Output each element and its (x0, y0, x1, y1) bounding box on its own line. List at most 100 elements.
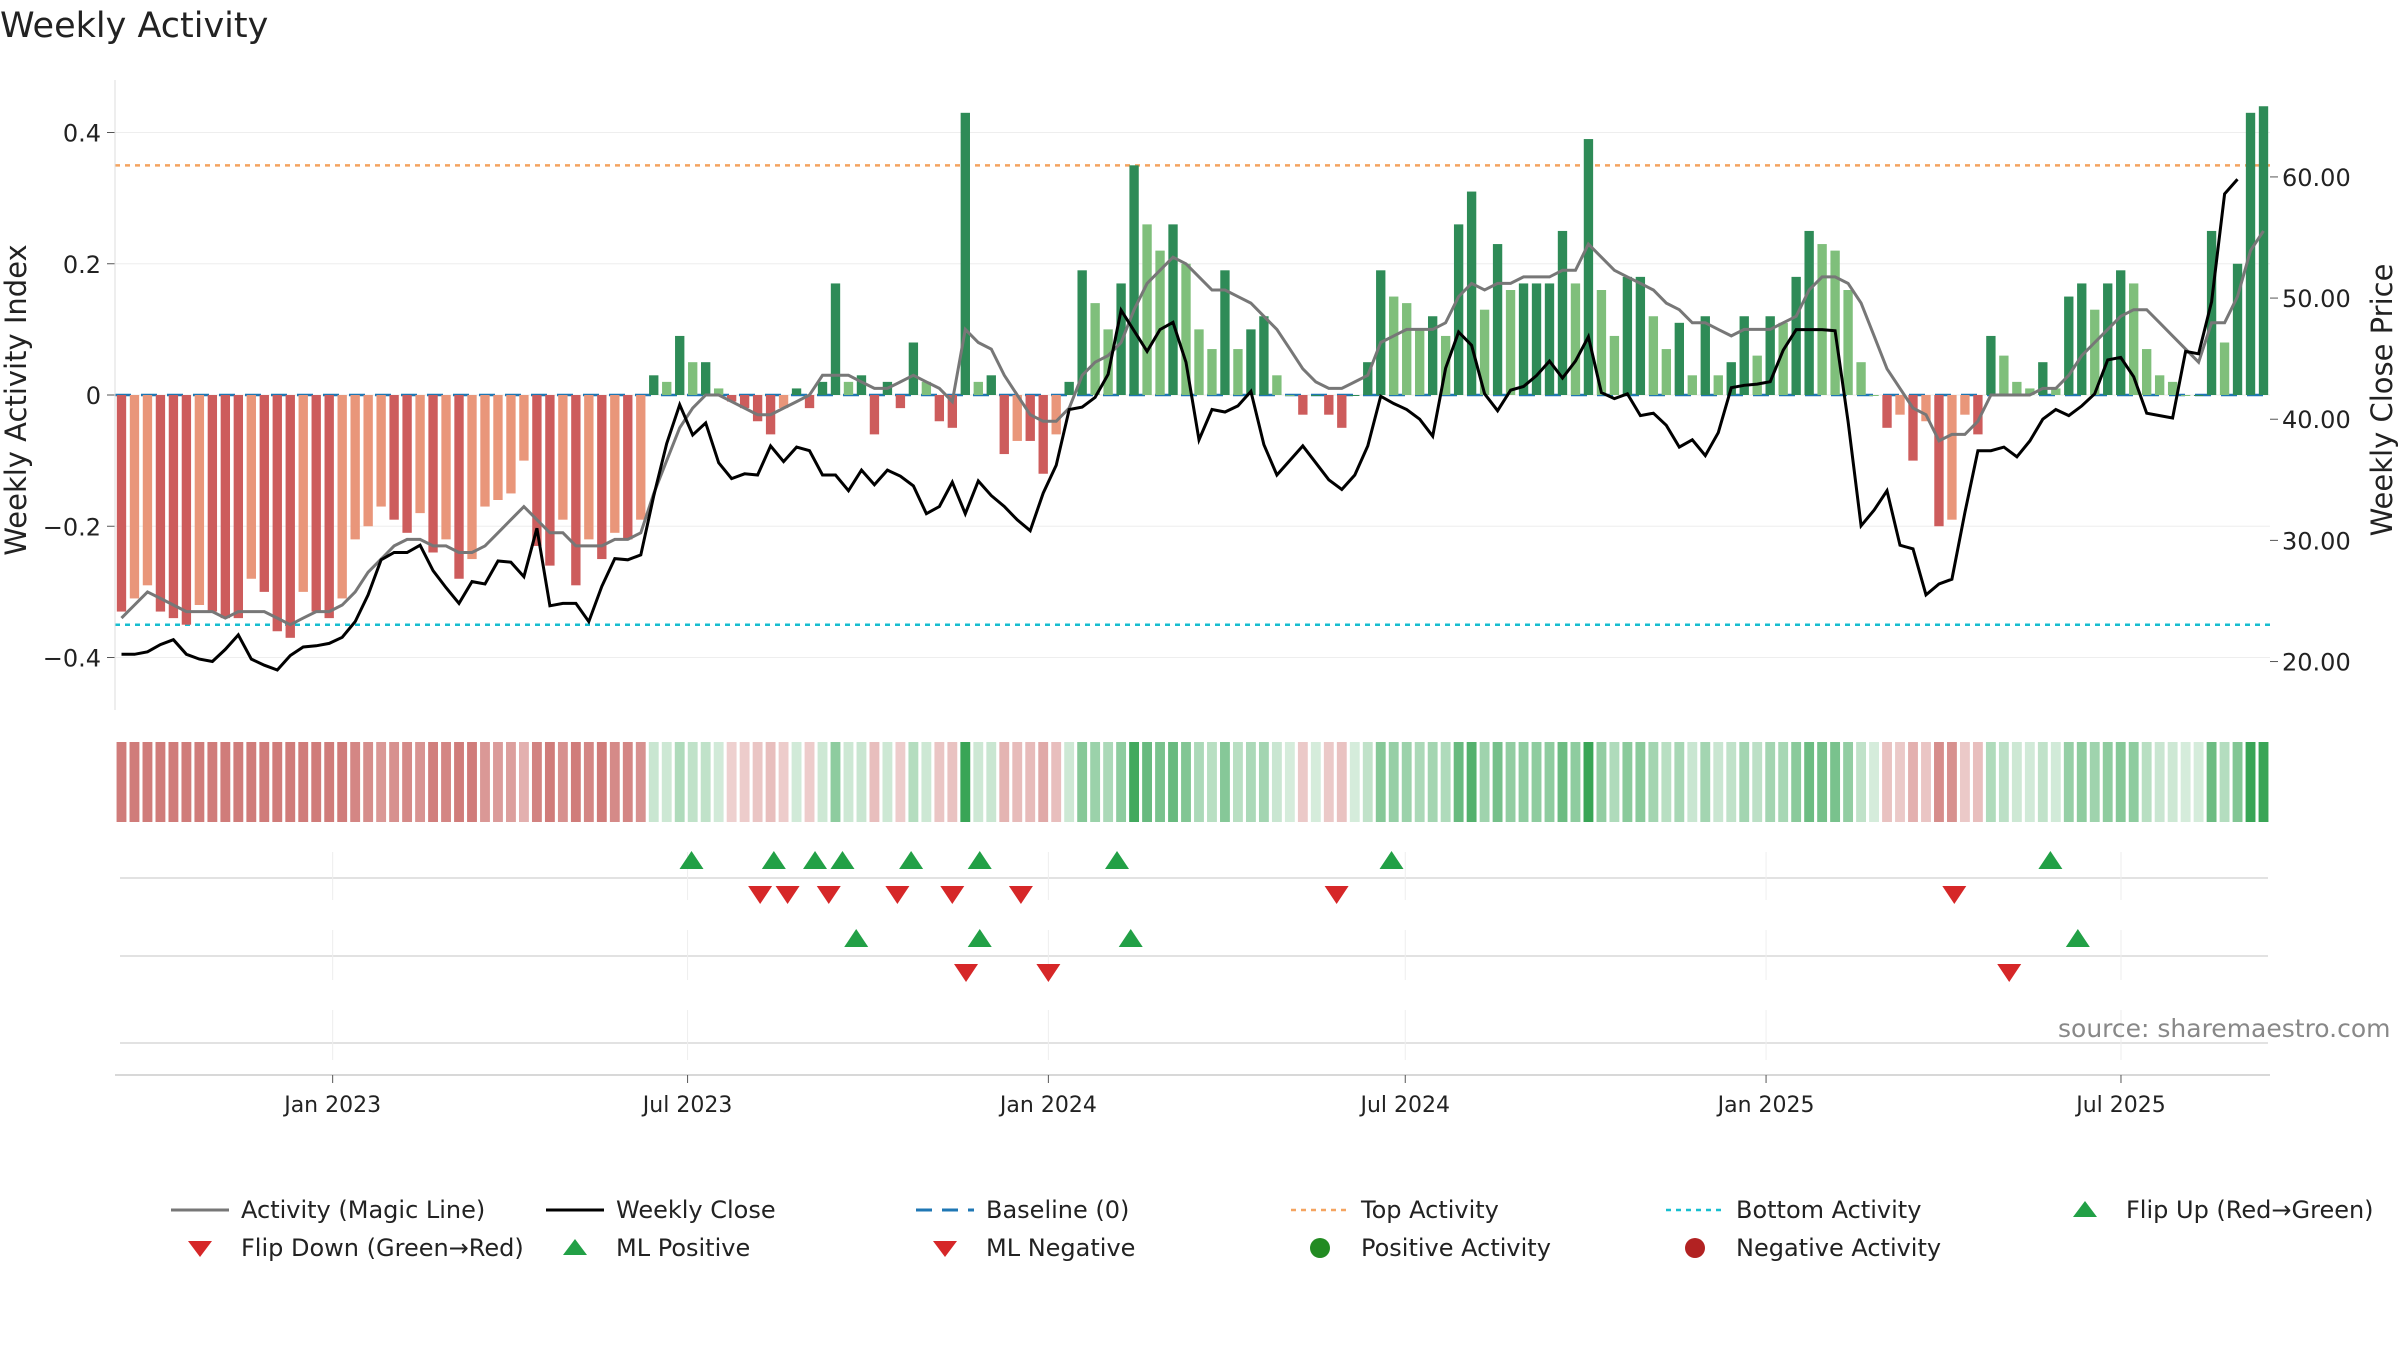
activity-bar (208, 395, 217, 612)
activity-bar (1856, 362, 1865, 395)
heat-cell (1064, 742, 1074, 822)
source-credit: source: sharemaestro.com (2058, 1014, 2391, 1043)
activity-bar (1311, 395, 1320, 396)
heat-cell (1389, 742, 1399, 822)
x-tick-label: Jul 2025 (2074, 1093, 2166, 1118)
activity-bar (182, 395, 191, 625)
heat-cell (441, 742, 451, 822)
activity-bar (130, 395, 139, 598)
heat-cell (766, 742, 776, 822)
heat-cell (1493, 742, 1503, 822)
legend-label: Negative Activity (1736, 1234, 1941, 1262)
heat-cell (1986, 742, 1996, 822)
legend-symbol (165, 1195, 235, 1225)
x-tick-label: Jan 2023 (282, 1093, 381, 1118)
legend-symbol (910, 1195, 980, 1225)
heat-cell (1765, 742, 1775, 822)
legend-item: Negative Activity (1660, 1233, 1941, 1263)
axes: 0.40.20−0.2−0.460.0050.0040.0030.0020.00… (0, 80, 2399, 1118)
legend-symbol (540, 1233, 610, 1263)
flip-down-marker (748, 886, 772, 904)
activity-bar (338, 395, 347, 598)
activity-bar (1610, 336, 1619, 395)
activity-bar (428, 395, 437, 553)
flip-up-marker (1105, 851, 1129, 869)
heat-cell (1843, 742, 1853, 822)
activity-bar (143, 395, 152, 585)
x-tick-label: Jul 2024 (1358, 1093, 1450, 1118)
heat-cell (688, 742, 698, 822)
legend-label: Top Activity (1361, 1196, 1499, 1224)
heat-cell (2181, 742, 2191, 822)
legend-item: Positive Activity (1285, 1233, 1551, 1263)
activity-bar (1649, 316, 1658, 395)
heat-cell (117, 742, 127, 822)
heat-cell (1778, 742, 1788, 822)
activity-bar (195, 395, 204, 605)
heat-cell (818, 742, 828, 822)
heat-cell (882, 742, 892, 822)
heat-cell (1700, 742, 1710, 822)
activity-bar (1753, 356, 1762, 395)
activity-bar (1882, 395, 1891, 428)
activity-bar (2103, 283, 2112, 395)
heat-cell (350, 742, 360, 822)
flip-down-marker (940, 886, 964, 904)
legend-item: Flip Up (Red→Green) (2050, 1195, 2374, 1225)
activity-bar (935, 395, 944, 421)
flip-up-marker (762, 851, 786, 869)
heat-cell (1947, 742, 1957, 822)
heat-cell (1545, 742, 1555, 822)
y-tick-label: −0.4 (43, 645, 101, 673)
activity-bar (974, 382, 983, 395)
heat-cell (1285, 742, 1295, 822)
heat-cell (1999, 742, 2009, 822)
activity-bar (1285, 395, 1294, 396)
heat-cell (130, 742, 140, 822)
heat-cell (467, 742, 477, 822)
legend-label: Baseline (0) (986, 1196, 1129, 1224)
ml-negative-marker (1036, 964, 1060, 982)
heat-cell (662, 742, 672, 822)
heat-cell (1856, 742, 1866, 822)
heat-cell (584, 742, 594, 822)
heat-cell (1038, 742, 1048, 822)
activity-bar (1402, 303, 1411, 395)
heat-cell (1467, 742, 1477, 822)
activity-bar (818, 382, 827, 395)
heat-cell (143, 742, 153, 822)
activity-bar (260, 395, 269, 592)
heat-cell (1337, 742, 1347, 822)
heat-cell (675, 742, 685, 822)
activity-bar (545, 395, 554, 566)
heat-cell (1428, 742, 1438, 822)
activity-bar (1688, 375, 1697, 395)
heat-cell (1272, 742, 1282, 822)
heat-cell (2207, 742, 2217, 822)
y-tick-label: −0.2 (43, 513, 101, 541)
activity-bar (1233, 349, 1242, 395)
activity-bar (156, 395, 165, 612)
heat-cell (220, 742, 230, 822)
activity-bar (792, 388, 801, 395)
legend: Activity (Magic Line) Weekly Close Baselin… (0, 1195, 2400, 1285)
activity-bar (2077, 283, 2086, 395)
activity-bar (636, 395, 645, 520)
activity-bar (1246, 329, 1255, 395)
activity-bar (1389, 297, 1398, 395)
heat-cell (2155, 742, 2165, 822)
heat-cell (363, 742, 373, 822)
activity-heat-strip (117, 742, 2269, 822)
activity-bar (1701, 316, 1710, 395)
heat-cell (1804, 742, 1814, 822)
heat-cell (1350, 742, 1360, 822)
activity-bar (2012, 382, 2021, 395)
heat-cell (1713, 742, 1723, 822)
heat-cell (921, 742, 931, 822)
heat-cell (376, 742, 386, 822)
activity-bar (1129, 165, 1138, 395)
activity-bar (2155, 375, 2164, 395)
heat-cell (610, 742, 620, 822)
heat-cell (1506, 742, 1516, 822)
activity-bar (571, 395, 580, 585)
